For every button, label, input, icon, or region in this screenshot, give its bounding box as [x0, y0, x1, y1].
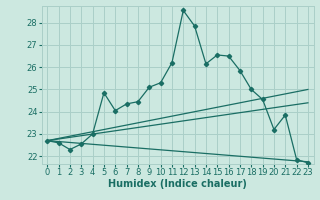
X-axis label: Humidex (Indice chaleur): Humidex (Indice chaleur) [108, 179, 247, 189]
